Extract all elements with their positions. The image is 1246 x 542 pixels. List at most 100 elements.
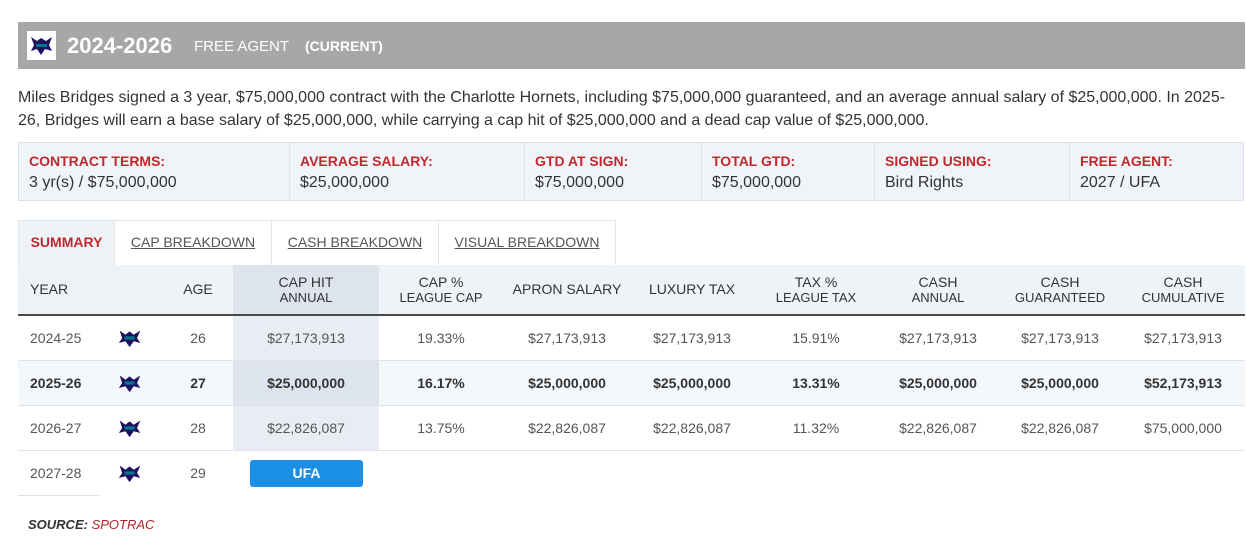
cell: $25,000,000 [899, 375, 977, 391]
column-header: YEAR [30, 282, 68, 297]
cell: 15.91% [792, 330, 840, 346]
column-header: CAP % LEAGUE CAP [371, 274, 511, 306]
cell: $27,173,913 [528, 330, 606, 346]
cell: $52,173,913 [1144, 375, 1222, 391]
column-header: CASH ANNUAL [868, 274, 1008, 306]
age: 26 [190, 330, 206, 346]
highlight-cell [233, 361, 379, 405]
term-value: Bird Rights [885, 174, 964, 191]
age: 27 [190, 375, 206, 391]
contract-terms: CONTRACT TERMS: 3 yr(s) / $75,000,000 AVER… [18, 142, 1244, 201]
column-title: CAP HIT [278, 274, 334, 290]
year: 2025-26 [30, 375, 82, 391]
column-header: CASH GUARANTEED [990, 274, 1130, 306]
tab[interactable]: VISUAL BREAKDOWN [438, 220, 616, 265]
term-value: $75,000,000 [712, 174, 801, 191]
cell: $25,000,000 [653, 375, 731, 391]
tab[interactable]: CASH BREAKDOWN [271, 220, 439, 265]
tab[interactable]: SUMMARY [18, 220, 115, 265]
column-title: APRON SALARY [512, 281, 622, 297]
summary-text: Miles Bridges signed a 3 year, $75,000,0… [18, 89, 1226, 129]
cell: $27,173,913 [267, 330, 345, 346]
column-header: AGE [128, 282, 268, 297]
tab[interactable]: CAP BREAKDOWN [114, 220, 272, 265]
cell: $27,173,913 [899, 330, 977, 346]
term-label: TOTAL GTD: [712, 153, 796, 169]
cell: $22,826,087 [653, 420, 731, 436]
term: GTD AT SIGN: $75,000,000 [525, 143, 702, 200]
column-title: CASH [1040, 274, 1080, 290]
column-title: CASH [1163, 274, 1203, 290]
cell: 13.31% [792, 375, 840, 391]
term-value: $25,000,000 [300, 174, 389, 191]
cell: $22,826,087 [899, 420, 977, 436]
year: 2026-27 [30, 420, 82, 436]
table-row: 2026-27 28 $22,826,087 13.75% $22,826,087 $22… [18, 406, 1245, 451]
cell: $27,173,913 [1021, 330, 1099, 346]
term: FREE AGENT: 2027 / UFA [1070, 143, 1245, 200]
cell: 19.33% [417, 330, 465, 346]
term-label: SIGNED USING: [885, 153, 992, 169]
term-label: GTD AT SIGN: [535, 153, 629, 169]
team-logo [118, 418, 142, 443]
header-bar: 2024-2026 FREE AGENT (CURRENT) [18, 22, 1245, 69]
cell: $22,826,087 [1021, 420, 1099, 436]
cell: $25,000,000 [267, 375, 345, 391]
contract-years: 2024-2026 [67, 33, 173, 58]
cell: 13.75% [417, 420, 465, 436]
highlight-column [233, 265, 379, 314]
table-header: YEAR AGE CAP HIT ANNUAL CAP % LEAGUE CAP APRON… [18, 265, 1245, 316]
table-row: 2024-25 26 $27,173,913 19.33% $27,173,913 $27… [18, 316, 1245, 361]
column-subtitle: ANNUAL [911, 290, 965, 305]
cell: $22,826,087 [528, 420, 606, 436]
cell: 11.32% [792, 420, 840, 436]
column-subtitle: LEAGUE TAX [775, 290, 857, 305]
cell: 16.17% [417, 375, 465, 391]
team-logo [118, 463, 142, 488]
term: CONTRACT TERMS: 3 yr(s) / $75,000,000 [19, 143, 290, 200]
contract-status: FREE AGENT [194, 38, 290, 55]
team-logo [118, 373, 142, 398]
row-underline [18, 495, 100, 496]
table-row: 2025-26 27 $25,000,000 16.17% $25,000,000 $25… [18, 361, 1245, 406]
column-title: AGE [183, 281, 213, 297]
cell: $27,173,913 [1144, 330, 1222, 346]
source: SOURCE: SPOTRAC [28, 517, 154, 532]
age: 29 [190, 465, 206, 481]
term-label: AVERAGE SALARY: [300, 153, 433, 169]
team-logo [118, 328, 142, 353]
column-title: YEAR [30, 281, 69, 297]
term: TOTAL GTD: $75,000,000 [702, 143, 875, 200]
year: 2027-28 [30, 465, 82, 481]
term-value: 3 yr(s) / $75,000,000 [29, 174, 177, 191]
cell: $25,000,000 [1021, 375, 1099, 391]
age: 28 [190, 420, 206, 436]
source-label: SOURCE: [28, 517, 88, 532]
highlight-cell [233, 316, 379, 360]
term-label: FREE AGENT: [1080, 153, 1173, 169]
source-link[interactable]: SPOTRAC [91, 517, 155, 532]
cell: $25,000,000 [528, 375, 606, 391]
column-header: LUXURY TAX [622, 282, 762, 297]
term-value: 2027 / UFA [1080, 174, 1161, 191]
table-row: 2027-28 29 [18, 451, 1245, 496]
highlight-cell [233, 406, 379, 450]
column-subtitle: ANNUAL [279, 290, 333, 305]
current-flag: (CURRENT) [305, 38, 383, 54]
column-title: TAX % [794, 274, 838, 290]
cell: $75,000,000 [1144, 420, 1222, 436]
column-title: CAP % [418, 274, 464, 290]
column-title: LUXURY TAX [648, 281, 736, 297]
year: 2024-25 [30, 330, 82, 346]
cell: $27,173,913 [653, 330, 731, 346]
column-header: TAX % LEAGUE TAX [746, 274, 886, 306]
column-title: CASH [918, 274, 958, 290]
ufa-badge: UFA [250, 460, 363, 487]
column-subtitle: LEAGUE CAP [399, 290, 483, 305]
term-label: CONTRACT TERMS: [29, 153, 166, 169]
column-subtitle: GUARANTEED [1014, 290, 1106, 305]
column-subtitle: CUMULATIVE [1141, 290, 1225, 305]
column-header: CASH CUMULATIVE [1113, 274, 1246, 306]
column-header: CAP HIT ANNUAL [236, 274, 376, 306]
